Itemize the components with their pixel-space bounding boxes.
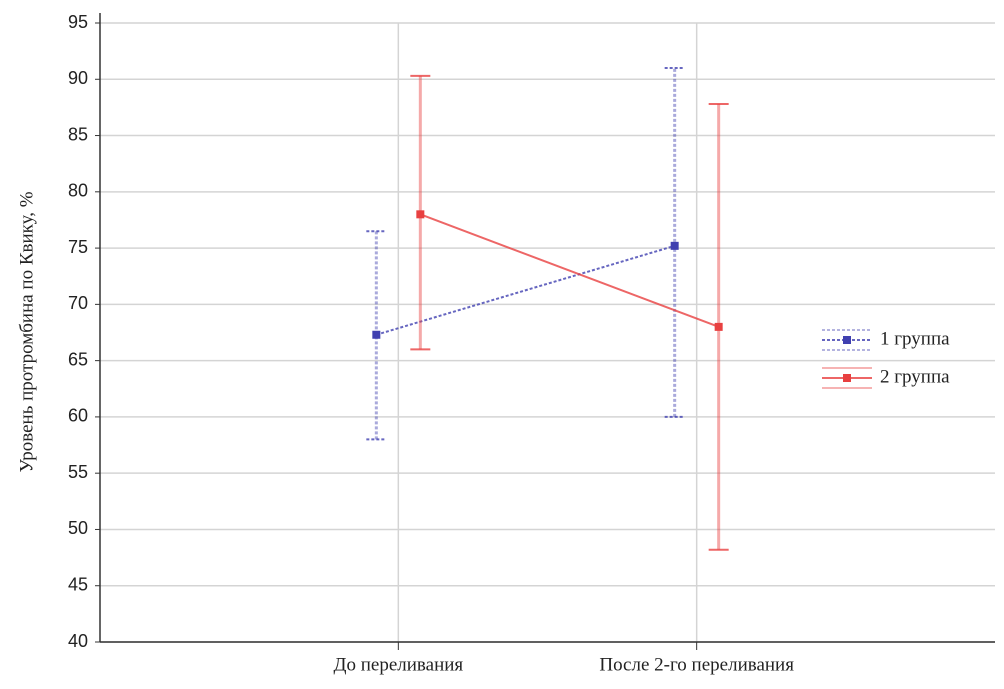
y-tick-label: 65 (68, 349, 88, 369)
y-tick-label: 95 (68, 12, 88, 32)
y-tick-label: 90 (68, 68, 88, 88)
legend-label: 2 группа (880, 366, 950, 387)
point (714, 322, 723, 331)
y-tick-label: 55 (68, 462, 88, 482)
y-tick-label: 50 (68, 518, 88, 538)
y-tick-label: 75 (68, 237, 88, 257)
y-tick-label: 60 (68, 406, 88, 426)
y-axis-label: Уровень протромбина по Квику, % (16, 191, 37, 472)
legend-marker (843, 336, 851, 344)
point (670, 241, 679, 250)
y-tick-label: 80 (68, 181, 88, 201)
y-tick-label: 85 (68, 124, 88, 144)
legend-marker (843, 374, 851, 382)
y-tick-label: 70 (68, 293, 88, 313)
point (416, 210, 425, 219)
y-tick-label: 45 (68, 574, 88, 594)
x-tick-label: После 2-го переливания (599, 654, 794, 675)
legend-label: 1 группа (880, 328, 950, 349)
y-tick-label: 40 (68, 631, 88, 651)
x-tick-label: До переливания (334, 654, 464, 675)
series-line (376, 244, 675, 336)
point (372, 330, 381, 339)
series-line (419, 213, 720, 328)
